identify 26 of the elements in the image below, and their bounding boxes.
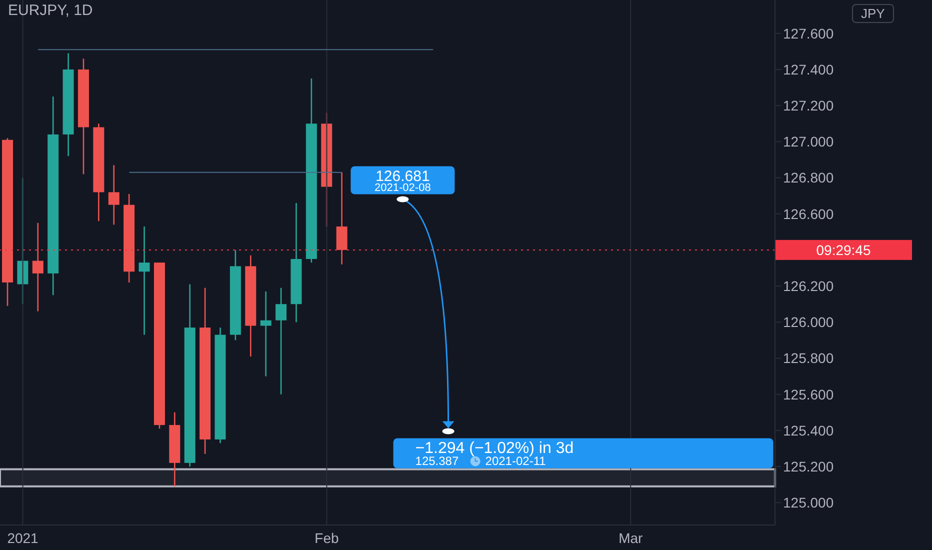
candlestick: [276, 287, 287, 395]
candlestick: [260, 290, 272, 377]
y-tick-label: 126.800: [783, 170, 834, 186]
y-tick-label: 127.400: [783, 61, 834, 78]
y-tick-label: 126.200: [783, 278, 834, 294]
y-tick-label: 125.200: [783, 458, 834, 474]
y-tick-label: 126.000: [783, 314, 834, 330]
y-tick-label: 126.600: [783, 206, 834, 222]
x-tick-label: 2021: [7, 530, 39, 546]
candlestick: [336, 172, 348, 266]
y-tick-label: 125.600: [783, 386, 834, 402]
y-tick-label: 127.000: [783, 134, 834, 150]
candlestick: [108, 164, 120, 226]
candlestick: [32, 222, 44, 312]
x-tick-label: Mar: [618, 530, 644, 546]
y-tick-label: 125.000: [783, 494, 834, 511]
candlestick: [138, 226, 150, 336]
x-tick-label: Feb: [314, 530, 339, 546]
y-tick-label: 127.600: [783, 25, 834, 42]
annotation: 2021-02-08: [374, 182, 431, 194]
text: 09:29:45: [816, 242, 871, 258]
y-tick-label: 125.800: [783, 350, 834, 366]
y-tick-label: 125.400: [783, 422, 834, 438]
y-tick-label: 127.200: [783, 98, 834, 114]
chart-title: EURJPY, 1D: [8, 2, 93, 19]
y-axis-title: JPY: [852, 4, 894, 23]
